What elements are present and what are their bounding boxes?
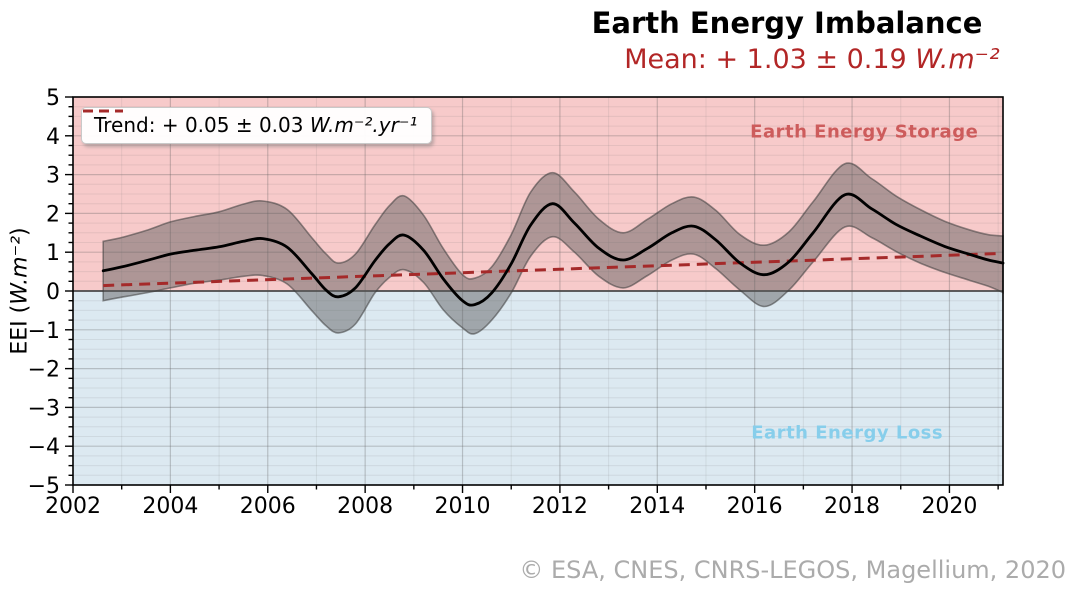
trend-line [103,251,1004,288]
y-axis-label-units: W.m⁻² [7,235,33,305]
y-tick-label: 5 [46,86,60,111]
y-axis-label: EEI (W.m⁻²) [8,227,33,354]
loss-region [73,291,1003,485]
legend-trend-units: W.m⁻².yr⁻¹ [309,113,418,137]
x-tick-label: 2012 [532,494,588,519]
copyright-footer: © ESA, CNES, CNRS-LEGOS, Magellium, 2020 [519,556,1066,584]
y-tick-label: −2 [28,358,60,383]
x-tick-label: 2006 [240,494,296,519]
chart-title: Earth Energy Imbalance [591,6,983,40]
y-tick-label: −3 [28,396,60,421]
x-tick-label: 2010 [435,494,491,519]
chart-subtitle-units: W.m⁻² [915,44,1000,75]
y-tick-label: −4 [28,435,60,460]
storage-region-label: Earth Energy Storage [750,121,979,143]
y-axis-label-prefix: EEI ( [7,304,33,355]
y-tick-label: 1 [46,241,60,266]
eei-line [101,192,1005,307]
x-tick-label: 2016 [727,494,783,519]
legend-trend-dash-icon [83,109,123,113]
x-tick-label: 2014 [629,494,685,519]
legend-box: Trend: + 0.05 ± 0.03 W.m⁻².yr⁻¹ [81,107,433,144]
y-tick-label: 2 [46,202,60,227]
x-tick-label: 2018 [824,494,880,519]
y-tick-label: 3 [46,164,60,189]
y-axis-label-suffix: ) [7,227,33,236]
legend-trend-text: Trend: + 0.05 ± 0.03 [94,113,310,137]
y-tick-label: 4 [46,125,60,150]
y-tick-label: −1 [28,319,60,344]
loss-region-label: Earth Energy Loss [751,422,944,444]
x-tick-label: 2004 [142,494,198,519]
x-tick-label: 2020 [921,494,977,519]
x-tick-label: 2002 [45,494,101,519]
y-tick-label: −5 [28,474,60,499]
chart-subtitle-text: Mean: + 1.03 ± 0.19 [624,44,916,75]
y-tick-label: 0 [46,280,60,305]
chart-subtitle-mean: Mean: + 1.03 ± 0.19 W.m⁻² [624,44,1000,75]
legend-trend-label: Trend: + 0.05 ± 0.03 W.m⁻².yr⁻¹ [94,113,417,137]
x-tick-label: 2008 [337,494,393,519]
